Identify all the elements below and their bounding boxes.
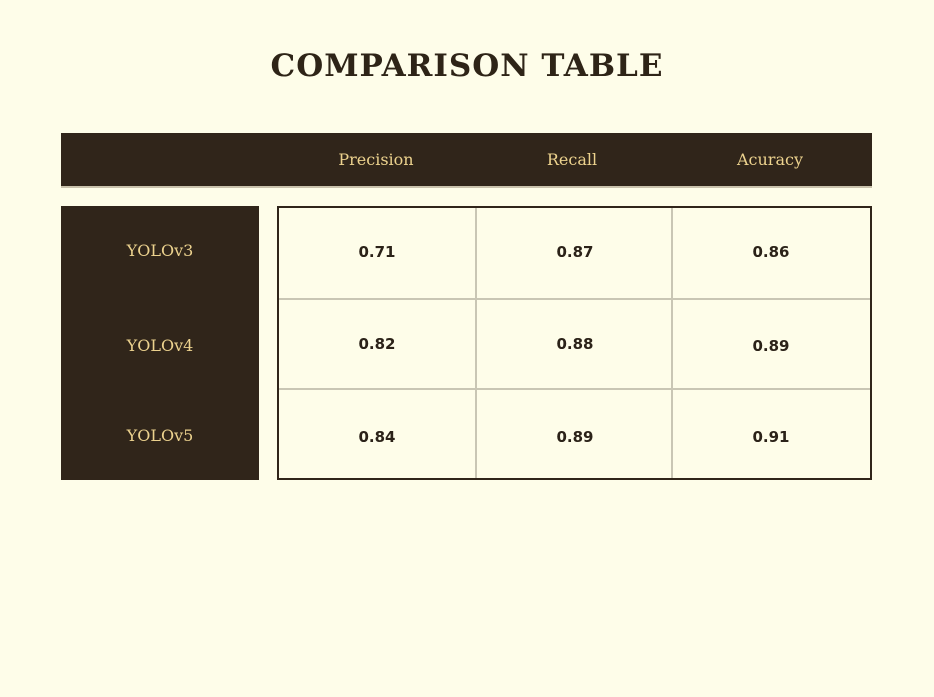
table-cell: 0.88	[556, 335, 594, 353]
table-cell: 0.86	[752, 243, 790, 261]
table-cell: 0.89	[556, 428, 594, 446]
table-cell: 0.82	[358, 335, 396, 353]
data-grid: 0.71 0.87 0.86 0.82 0.88 0.89 0.84 0.89 …	[277, 206, 872, 480]
grid-divider	[475, 208, 477, 478]
row-label-yolov4: YOLOv4	[126, 336, 194, 355]
table-header: Precision Recall Acuracy	[61, 133, 872, 188]
row-header-column: YOLOv3 YOLOv4 YOLOv5	[61, 206, 259, 480]
table-cell: 0.91	[752, 428, 790, 446]
row-label-yolov5: YOLOv5	[126, 426, 194, 445]
column-header-precision: Precision	[338, 150, 414, 169]
table-cell: 0.89	[752, 337, 790, 355]
row-label-yolov3: YOLOv3	[126, 241, 194, 260]
column-header-recall: Recall	[546, 150, 598, 169]
grid-divider	[671, 208, 673, 478]
grid-divider	[279, 298, 870, 300]
table-cell: 0.84	[358, 428, 396, 446]
table-cell: 0.87	[556, 243, 594, 261]
table-cell: 0.71	[358, 243, 396, 261]
column-header-accuracy: Acuracy	[736, 150, 803, 169]
grid-divider	[279, 388, 870, 390]
page-title: COMPARISON TABLE	[270, 48, 664, 84]
